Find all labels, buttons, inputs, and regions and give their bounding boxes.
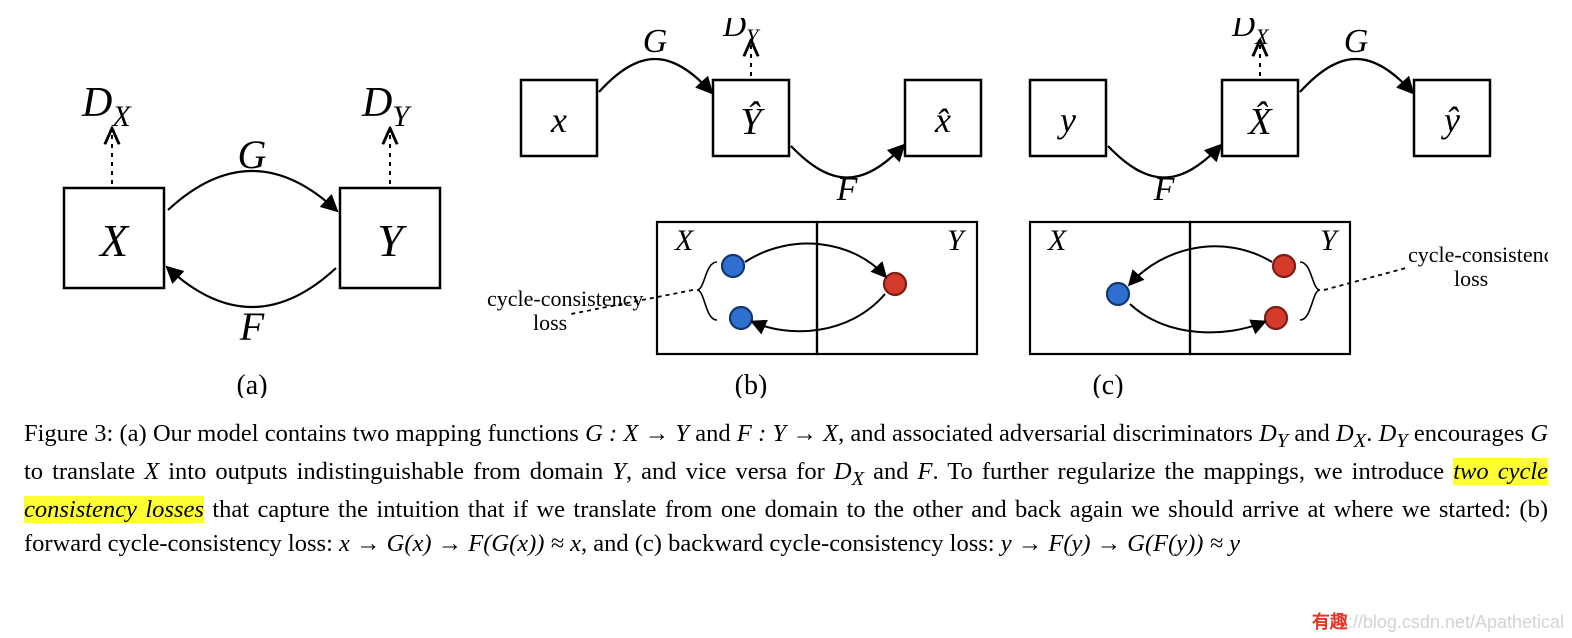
brace-b <box>697 262 717 320</box>
label-DY: DY <box>361 80 412 133</box>
dot-end-c <box>1265 307 1287 329</box>
caption-bwd: y → F(y) → G(F(y)) ≈ y <box>1001 530 1240 557</box>
caption-mid: , and (c) backward cycle-consistency los… <box>581 530 1001 557</box>
watermark-zh: 有趣 <box>1312 612 1348 632</box>
caption-s2a: encourages <box>1408 420 1531 447</box>
caption-G: G <box>1530 420 1548 447</box>
caption-F-map: F : Y → X <box>737 420 838 447</box>
label-DX-c: DX <box>1231 18 1270 49</box>
caption-DY: DY <box>1259 420 1288 447</box>
dot-mid-b <box>884 273 906 295</box>
watermark-rest: ://blog.csdn.net/Apathetical <box>1348 612 1564 632</box>
subcap-a: (a) <box>236 370 267 398</box>
figure-caption: Figure 3: (a) Our model contains two map… <box>24 417 1548 561</box>
panel-c-svg: y X̂ ŷ F G DX X Y <box>1008 18 1548 398</box>
caption-G-map: G : X → Y <box>585 420 689 447</box>
label-G-b: G <box>643 23 668 60</box>
ccl-line2-c: loss <box>1454 266 1488 291</box>
caption-and2: and <box>1288 420 1336 447</box>
brace-c <box>1300 262 1320 320</box>
label-x: x <box>550 100 567 140</box>
caption-and1: and <box>689 420 737 447</box>
label-F-c: F <box>1153 171 1176 208</box>
dot-mid-c <box>1107 283 1129 305</box>
domain-X-label-b: X <box>674 224 695 257</box>
caption-dot2: . To further regularize the mappings, we… <box>933 458 1454 485</box>
label-Y: Y <box>377 215 407 266</box>
caption-a-lead: (a) Our model contains two mapping funct… <box>120 420 586 447</box>
label-Xhat: X̂ <box>1246 101 1273 143</box>
caption-DX2: DX <box>834 458 864 485</box>
dot-start-c <box>1273 255 1295 277</box>
cycle-back-c <box>1130 304 1264 332</box>
subcap-c: (c) <box>1092 370 1123 398</box>
caption-DY2: DY <box>1379 420 1408 447</box>
ccl-line2-b: loss <box>533 310 567 335</box>
caption-dot1: . <box>1366 420 1378 447</box>
label-F: F <box>239 304 265 349</box>
label-xhat: x̂ <box>934 100 951 140</box>
cycle-back-b <box>753 294 885 331</box>
panel-b: x Ŷ x̂ G F DY X Y <box>461 18 1001 403</box>
dot-end-b <box>730 307 752 329</box>
divider-bc <box>1001 18 1008 398</box>
caption-fwd: x → G(x) → F(G(x)) ≈ x <box>339 530 581 557</box>
domain-Y-label-c: Y <box>1320 224 1340 257</box>
domain-Y-label-b: Y <box>947 224 967 257</box>
cycle-fwd-b <box>745 244 885 276</box>
arc-G-b <box>599 59 711 92</box>
panel-a-svg: X Y DX DY G F (a) <box>24 18 454 398</box>
domain-X-label-c: X <box>1047 224 1068 257</box>
dot-start-b <box>722 255 744 277</box>
panel-b-svg: x Ŷ x̂ G F DY X Y <box>461 18 1001 398</box>
caption-s2b: to translate <box>24 458 144 485</box>
ccl-leader-c <box>1324 268 1406 290</box>
figure-panels: X Y DX DY G F (a) <box>24 18 1548 403</box>
label-DY-b: DY <box>722 18 761 49</box>
caption-fig-label: Figure 3: <box>24 420 113 447</box>
ccl-line1-b: cycle-consistency <box>487 286 643 311</box>
caption-Xit: X <box>144 458 159 485</box>
caption-Fit: F <box>918 458 933 485</box>
caption-after-maps: , and associated adversarial discriminat… <box>838 420 1259 447</box>
label-Yhat: Ŷ <box>740 101 765 143</box>
label-F-b: F <box>836 171 859 208</box>
subcap-b: (b) <box>735 370 768 398</box>
watermark: 有趣://blog.csdn.net/Apathetical <box>1312 608 1564 634</box>
label-G: G <box>238 132 267 177</box>
caption-s2d: , and vice versa for <box>626 458 834 485</box>
panel-c: y X̂ ŷ F G DX X Y <box>1008 18 1548 403</box>
caption-s2c: into outputs indistinguishable from doma… <box>159 458 612 485</box>
caption-Yit: Y <box>612 458 626 485</box>
arc-G-c <box>1300 59 1412 92</box>
cycle-fwd-c <box>1130 246 1272 284</box>
label-DX: DX <box>81 80 132 133</box>
caption-DX: DX <box>1336 420 1366 447</box>
caption-and3: and <box>864 458 918 485</box>
divider-ab <box>454 18 461 398</box>
arc-F <box>168 268 336 307</box>
label-y: y <box>1057 100 1076 140</box>
ccl-line1-c: cycle-consistency <box>1408 242 1548 267</box>
panel-a: X Y DX DY G F (a) <box>24 18 454 403</box>
label-G-c: G <box>1344 23 1369 60</box>
label-X: X <box>98 215 130 266</box>
label-yhat: ŷ <box>1441 100 1460 140</box>
